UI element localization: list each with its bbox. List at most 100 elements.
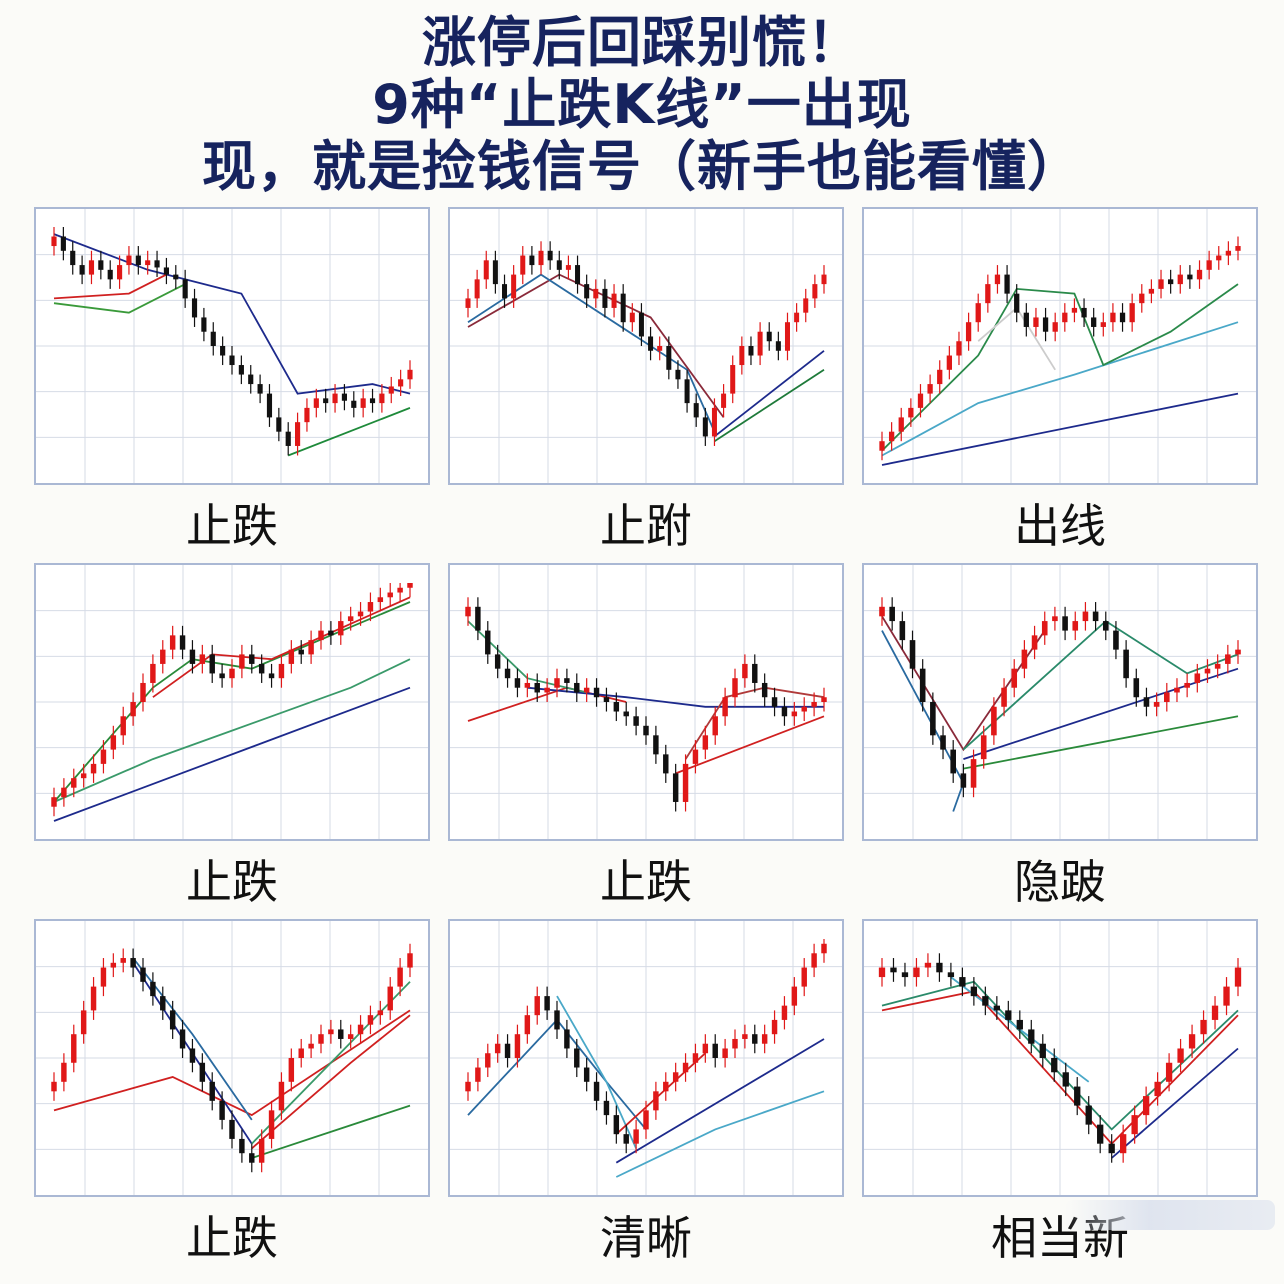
candle-up [1154,1081,1161,1097]
candle-up [110,962,117,968]
candle-up [538,250,544,266]
candle-down [766,331,772,342]
candle-down [936,962,943,973]
candle-up [761,1034,768,1044]
candle-down [266,393,273,418]
candle-up [88,260,95,275]
candle-down [564,678,570,683]
ma-line-5 [615,1052,706,1135]
candle-up [1021,649,1028,669]
candle-up [1001,687,1007,707]
candle-down [514,678,521,688]
candle-down [199,1062,206,1082]
candle-down [593,687,600,698]
candle-up [160,649,166,664]
candle-up [524,682,531,688]
candle-up [150,663,156,683]
ma-line-2 [53,283,186,314]
candle-up [672,1072,679,1082]
candle-down [648,336,654,351]
candle-up [485,1053,491,1068]
candle-down [485,630,491,655]
candlestick-chart-4 [36,565,428,839]
candle-up [888,431,895,442]
candle-up [475,1067,481,1082]
candle-up [1235,649,1241,655]
ma-line-3 [467,1018,647,1130]
candle-down [189,1048,196,1063]
candle-up [120,958,126,963]
candlestick-chart-7 [36,921,428,1195]
candle-up [1223,986,1230,1006]
candle-up [722,1048,728,1058]
candle-down [189,649,196,664]
candle-down [238,365,244,375]
chart-panel-9 [862,919,1258,1197]
title-line-1: 涨停后回踩别慌！ [422,11,862,74]
candle-down [219,1100,225,1120]
candle-up [328,1029,334,1035]
candle-up [278,1081,285,1111]
candle-up [483,260,489,280]
candlestick-chart-6 [864,565,1256,839]
ma-line-2 [53,658,411,803]
ma-line-3 [713,350,825,438]
candle-down [169,1010,176,1030]
candle-up [100,749,107,764]
candle-down [889,606,895,622]
chart-panel-3 [862,207,1258,485]
candle-down [79,265,85,275]
candle-up [730,365,736,394]
candle-up [347,616,354,622]
candle-up [61,1062,67,1082]
candle-down [574,1048,580,1068]
candle-down [257,384,263,394]
candle-up [90,986,97,1011]
candle-up [465,298,471,308]
candle-up [712,716,718,736]
candle-up [1072,621,1079,631]
candle-down [534,682,540,693]
chart-caption-2: 止跗 [600,499,692,553]
candle-up [721,393,727,408]
candle-down [163,267,169,275]
candle-up [554,678,560,688]
candle-down [1092,611,1099,622]
candle-up [1139,293,1145,304]
candle-up [80,773,87,779]
candle-down [60,236,66,251]
ma-line-1 [881,990,1239,1146]
candle-down [564,1029,570,1049]
candle-down [712,1043,718,1058]
candle-down [919,668,926,702]
title-line-2: 9种“止跌K线”一出现 [372,73,912,136]
candle-up [51,797,57,807]
candle-up [898,417,904,432]
chart-caption-8: 清晰 [600,1211,692,1265]
candle-up [278,663,285,679]
candle-up [308,640,314,655]
candle-down [752,663,758,683]
candle-up [514,1034,521,1058]
candle-up [1041,621,1048,636]
candle-down [135,255,141,266]
candle-up [781,1005,788,1020]
candle-down [492,260,498,285]
candle-down [633,716,639,726]
candle-up [295,422,301,446]
candle-up [494,1043,501,1054]
candle-up [1129,303,1135,323]
candle-down [909,640,916,669]
candle-up [1100,322,1106,327]
candle-down [575,265,581,285]
ma-line-2 [881,630,965,812]
candle-up [169,635,176,650]
candle-up [288,1058,295,1082]
candle-down [556,260,562,270]
candle-up [258,1138,265,1163]
candle-down [182,279,188,299]
candle-down [1123,649,1129,679]
candle-down [173,274,179,280]
candle-up [397,587,403,593]
